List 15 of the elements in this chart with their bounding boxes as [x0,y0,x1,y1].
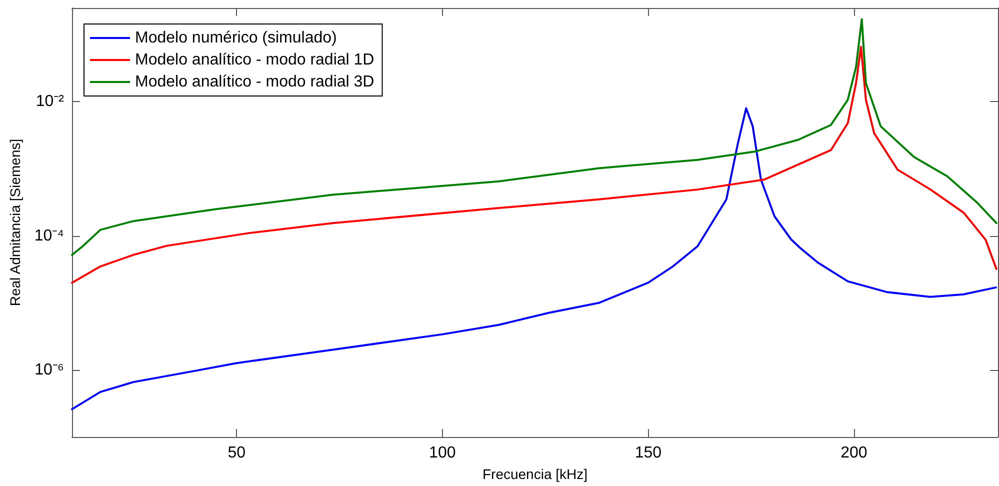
x-tick-label: 150 [634,444,662,462]
x-axis-title: Frecuencia [kHz] [482,466,588,482]
legend-label: Modelo analítico - modo radial 3D [135,74,374,90]
y-tick-label: 10⁻⁴ [34,227,64,244]
y-axis-title: Real Admitancia [Siemens] [7,138,23,306]
legend-label: Modelo analítico - modo radial 1D [135,52,374,68]
line-series [71,46,998,284]
x-tick-label: 50 [228,444,246,462]
line-series [71,18,998,256]
x-tick-label: 200 [840,444,868,462]
x-tick-label: 100 [429,444,456,462]
y-tick-label: 10⁻² [36,93,65,110]
legend-label: Modelo numérico (simulado) [135,30,337,46]
line-series [71,107,997,410]
y-tick-label: 10⁻⁶ [34,361,64,378]
